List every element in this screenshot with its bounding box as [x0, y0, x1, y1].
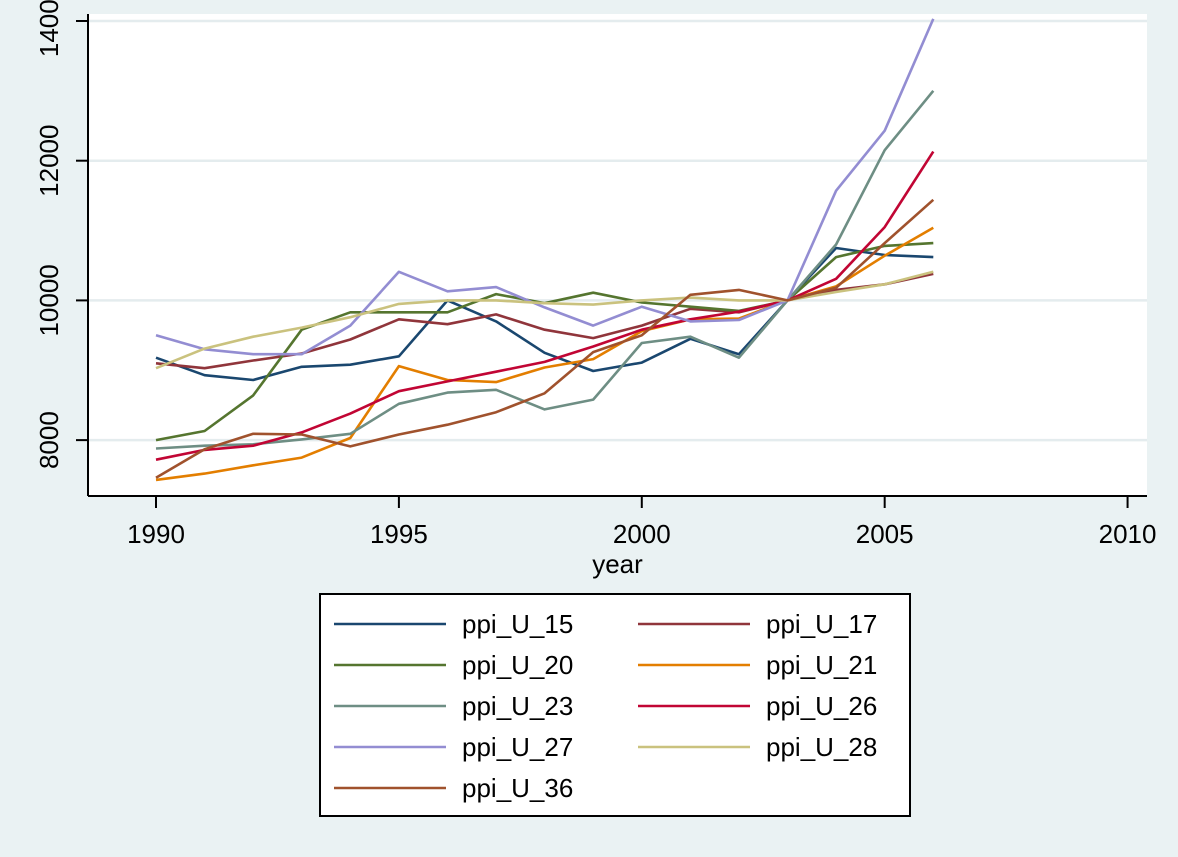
y-tick-label: 10000 [34, 264, 64, 336]
legend-label: ppi_U_20 [462, 650, 573, 680]
x-tick-label: 2010 [1099, 519, 1157, 549]
legend: ppi_U_15 ppi_U_17 ppi_U_20 ppi_U_21 ppi_U_23… [319, 593, 911, 817]
series-line-ppi-u-26 [155, 150, 935, 461]
legend-entries: ppi_U_15 ppi_U_17 ppi_U_20 ppi_U_21 ppi_U_23… [334, 609, 877, 803]
series-line-ppi-u-27 [155, 18, 935, 356]
legend-entry: ppi_U_21 [638, 650, 877, 680]
legend-label: ppi_U_17 [766, 609, 877, 639]
y-tick-label: 14000 [34, 0, 64, 57]
legend-entry: ppi_U_36 [334, 773, 573, 803]
legend-entry: ppi_U_27 [334, 732, 573, 762]
gridlines [88, 19, 1147, 442]
x-axis-title: year [592, 549, 643, 579]
series-line-ppi-u-28 [155, 270, 934, 370]
legend-entry: ppi_U_17 [638, 609, 877, 639]
legend-entry: ppi_U_23 [334, 691, 573, 721]
x-tick-label: 1995 [370, 519, 428, 549]
legend-entry: ppi_U_28 [638, 732, 877, 762]
series-line-ppi-u-23 [155, 89, 935, 450]
y-axis-ticks: 8000 10000 12000 14000 [34, 0, 88, 469]
legend-label: ppi_U_28 [766, 732, 877, 762]
plot-area [88, 14, 1147, 496]
x-axis-ticks: 1990 1995 2000 2005 2010 [127, 496, 1156, 549]
legend-entry: ppi_U_15 [334, 609, 573, 639]
y-tick-label: 12000 [34, 125, 64, 197]
y-tick-label: 8000 [34, 411, 64, 469]
legend-entry: ppi_U_26 [638, 691, 877, 721]
legend-label: ppi_U_15 [462, 609, 573, 639]
series-lines [155, 18, 935, 482]
legend-label: ppi_U_23 [462, 691, 573, 721]
legend-label: ppi_U_36 [462, 773, 573, 803]
legend-label: ppi_U_27 [462, 732, 573, 762]
legend-label: ppi_U_26 [766, 691, 877, 721]
legend-label: ppi_U_21 [766, 650, 877, 680]
x-tick-label: 1990 [127, 519, 185, 549]
legend-entry: ppi_U_20 [334, 650, 573, 680]
x-tick-label: 2000 [613, 519, 671, 549]
series-line-ppi-u-36 [155, 198, 935, 479]
x-tick-label: 2005 [856, 519, 914, 549]
